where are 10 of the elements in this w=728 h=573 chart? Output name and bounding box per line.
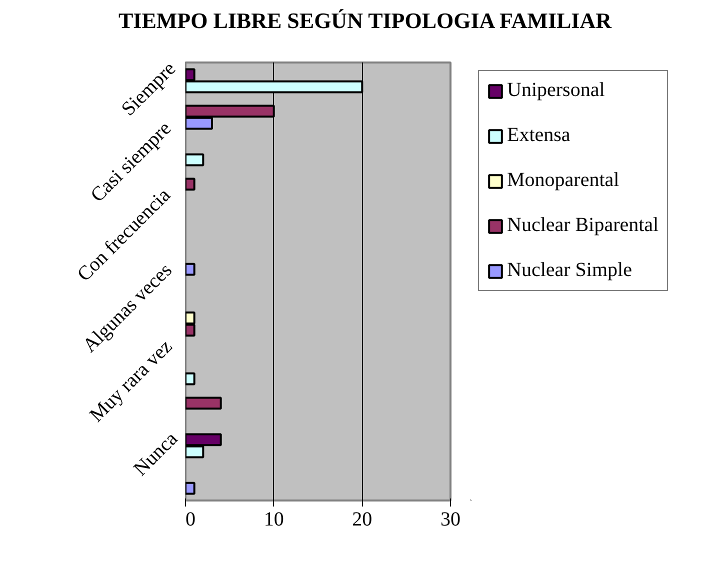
legend-label: Nuclear Biparental	[507, 214, 659, 237]
x-tick-label: 10	[264, 508, 284, 530]
legend-label: Unipersonal	[507, 79, 605, 102]
x-tick-label: 20	[352, 508, 372, 530]
legend-label: Monoparental	[507, 169, 620, 192]
legend-label: Nuclear Simple	[507, 259, 632, 282]
x-tick-label: 0	[186, 508, 196, 530]
x-tick-label: 30	[440, 508, 460, 530]
legend-label: Extensa	[507, 124, 570, 147]
chart-title: TIEMPO LIBRE SEGÚN TIPOLOGIA FAMILIAR	[117, 7, 613, 35]
